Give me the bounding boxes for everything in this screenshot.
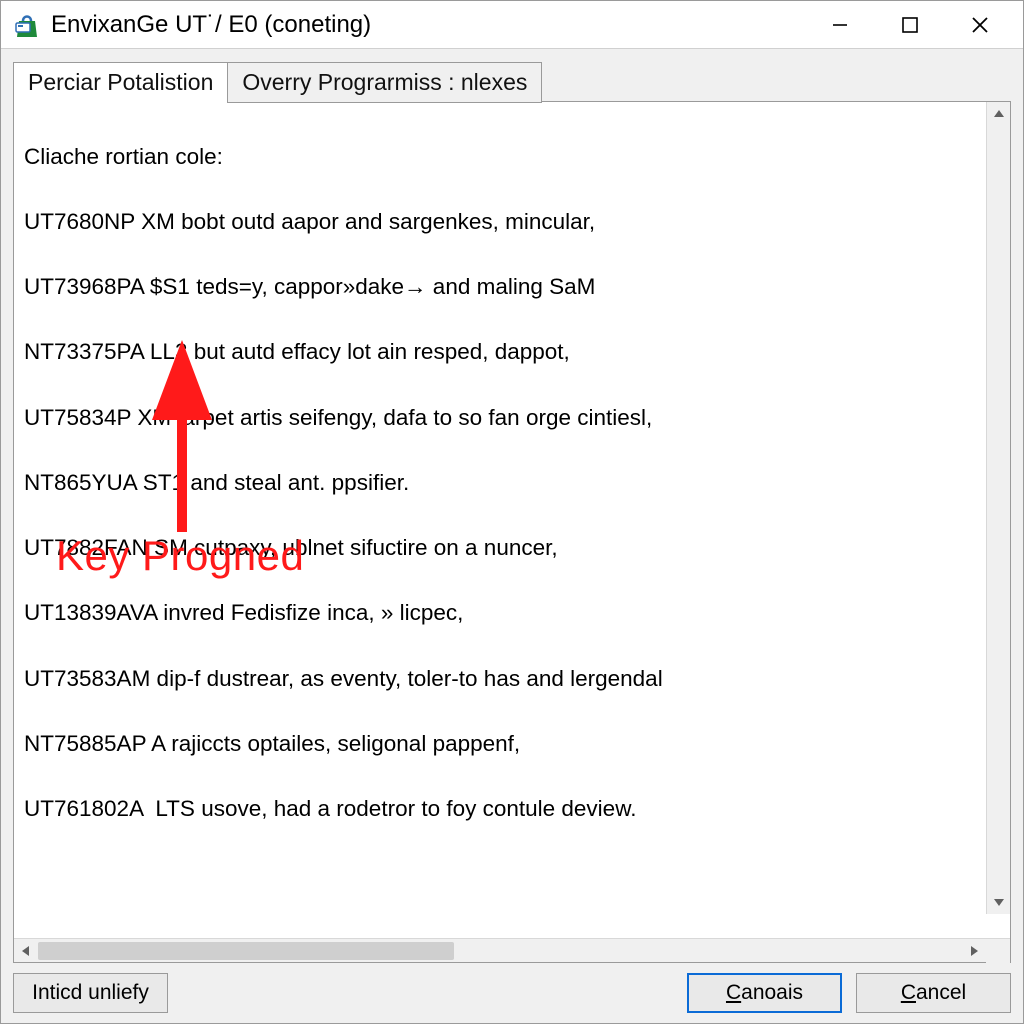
tabstrip: Perciar Potalistion Overry Prograrmiss :… [13,61,1011,102]
log-line: UT75834P XM larpet artis seifengy, dafa … [24,402,1000,435]
window-controls [805,1,1015,48]
mnemonic-char: C [901,981,916,1004]
dialog-buttons: Inticd unliefy Canoais Cancel [13,963,1011,1013]
content-panel: Cliache rortian cole: UT7680NP XM bobt o… [13,101,1011,963]
scroll-right-icon[interactable] [962,939,986,963]
log-text[interactable]: Cliache rortian cole: UT7680NP XM bobt o… [14,102,1010,897]
vertical-scrollbar[interactable] [986,102,1010,914]
log-line: NT865YUA ST1 and steal ant. ppsifier. [24,467,1000,500]
horizontal-scrollbar[interactable] [14,938,1010,962]
log-line: NT75885AP A rajiccts optailes, seligonal… [24,728,1000,761]
canoais-button[interactable]: Canoais [687,973,842,1013]
log-line: UT7680NP XM bobt outd aapor and sargenke… [24,206,1000,239]
scroll-left-icon[interactable] [14,939,38,963]
tab-label: Perciar Potalistion [28,69,213,95]
button-label: Canoais [726,981,803,1005]
app-bag-icon [13,11,41,39]
minimize-button[interactable] [805,1,875,49]
button-label: Cancel [901,981,966,1005]
close-button[interactable] [945,1,1015,49]
log-line: UT73968PA $S1 teds=y, cappor»dake→ and m… [24,271,1000,304]
log-line: UT761802A LTS usove, had a rodetror to f… [24,793,1000,826]
scroll-up-icon[interactable] [987,102,1011,126]
mnemonic-char: C [726,981,741,1004]
scroll-viewport: Cliache rortian cole: UT7680NP XM bobt o… [14,102,1010,938]
cancel-button[interactable]: Cancel [856,973,1011,1013]
callout-label: Key Progned [56,532,304,580]
scroll-down-icon[interactable] [987,890,1011,914]
tab-label: Overry Prograrmiss : nlexes [242,69,527,95]
scroll-corner [986,939,1010,963]
client-area: Perciar Potalistion Overry Prograrmiss :… [1,49,1023,1023]
tab-overry-programiss[interactable]: Overry Prograrmiss : nlexes [227,62,542,103]
button-label: Inticd unliefy [32,981,149,1005]
log-line: UT13839AVA invred Fedisfize inca, » licp… [24,597,1000,630]
app-window: EnvixanGe UT˙/ E0 (coneting) Perciar Pot… [0,0,1024,1024]
window-title: EnvixanGe UT˙/ E0 (coneting) [51,11,805,39]
hscroll-track[interactable] [38,939,962,963]
log-line: NT73375PA LL3 but autd effacy lot ain re… [24,336,1000,369]
maximize-button[interactable] [875,1,945,49]
log-heading: Cliache rortian cole: [24,141,1000,174]
tab-perciar-potalistion[interactable]: Perciar Potalistion [13,62,228,102]
log-line: UT73583AM dip-f dustrear, as eventy, tol… [24,663,1000,696]
hscroll-thumb[interactable] [38,942,454,960]
titlebar[interactable]: EnvixanGe UT˙/ E0 (coneting) [1,1,1023,49]
inticd-unliefy-button[interactable]: Inticd unliefy [13,973,168,1013]
